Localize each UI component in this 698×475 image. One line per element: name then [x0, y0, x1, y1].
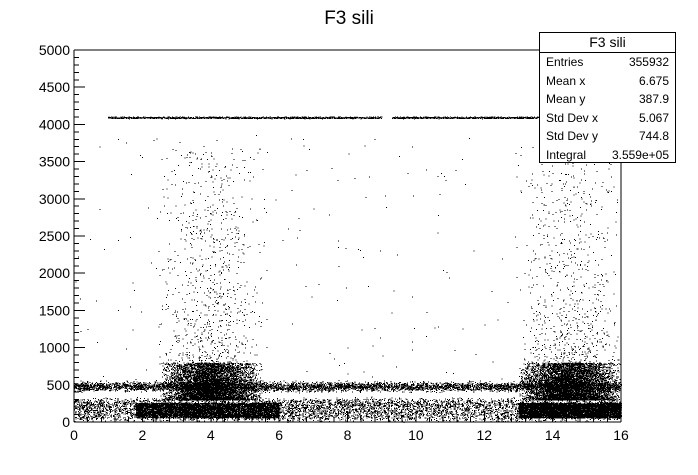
stats-value: 387.9: [638, 92, 669, 106]
x-tick-label: 2: [138, 427, 146, 443]
y-tick-label: 3500: [39, 154, 70, 170]
y-tick-label: 2500: [39, 228, 70, 244]
stats-title: F3 sili: [540, 33, 675, 53]
stats-label: Integral: [546, 147, 587, 162]
stats-row-mean-x: Mean x 6.675: [540, 72, 675, 91]
x-tick-label: 4: [207, 427, 215, 443]
y-tick-label: 4000: [39, 116, 70, 132]
y-tick-label: 2000: [39, 265, 70, 281]
y-tick-label: 0: [62, 414, 70, 430]
x-tick-label: 0: [70, 427, 78, 443]
x-tick-label: 14: [545, 427, 561, 443]
x-tick-label: 8: [344, 427, 352, 443]
axes: 0 2 4 6 8 10 12 14 16 0 500 1000 1500 2000 2500 3000 350…: [39, 42, 629, 443]
stats-value: 6.675: [638, 73, 669, 88]
scatter-points: [74, 116, 622, 423]
y-tick-label: 5000: [39, 42, 70, 58]
stats-label: Std Dev y: [546, 129, 599, 143]
y-tick-label: 500: [47, 377, 71, 393]
stats-row-std-dev-y: Std Dev y 744.8: [540, 127, 675, 146]
stats-row-entries: Entries 355932: [540, 53, 675, 72]
y-tick-label: 1500: [39, 302, 70, 318]
stats-value: 355932: [628, 55, 669, 69]
y-tick-label: 3000: [39, 191, 70, 207]
chart-title: F3 sili: [324, 8, 374, 29]
stats-label: Mean y: [546, 92, 586, 106]
stats-row-std-dev-x: Std Dev x 5.067: [540, 109, 675, 128]
stats-value: 5.067: [638, 110, 669, 125]
stats-label: Std Dev x: [546, 110, 599, 125]
x-tick-label: 16: [613, 427, 629, 443]
stats-label: Mean x: [546, 73, 586, 88]
x-tick-label: 12: [476, 427, 492, 443]
stats-label: Entries: [546, 55, 584, 69]
x-tick-label: 10: [408, 427, 424, 443]
stats-value: 3.559e+05: [611, 147, 669, 162]
stats-row-mean-y: Mean y 387.9: [540, 90, 675, 109]
x-tick-label: 6: [275, 427, 283, 443]
data-points: [74, 116, 622, 423]
stats-value: 744.8: [638, 129, 669, 143]
y-tick-label: 1000: [39, 340, 70, 356]
y-tick-label: 4500: [39, 79, 70, 95]
stats-box: F3 sili Entries 355932 Mean x 6.675 Mean…: [539, 32, 676, 163]
stats-row-integral: Integral 3.559e+05: [540, 146, 675, 165]
